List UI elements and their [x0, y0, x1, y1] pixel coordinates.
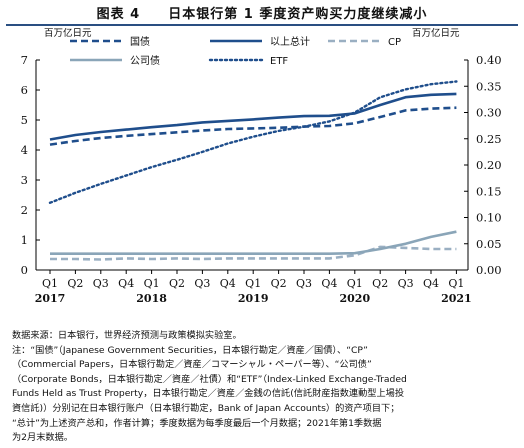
legend-label-ETF: ETF — [270, 56, 288, 67]
x-tick-label: Q4 — [118, 277, 134, 290]
y-left-tick-label: 4 — [21, 143, 28, 157]
y-right-tick-label: 0.10 — [476, 211, 502, 225]
title-rule — [6, 24, 518, 26]
y-left-tick-label: 1 — [21, 233, 28, 247]
y-right-tick-label: 0.20 — [476, 158, 502, 172]
legend-label-CP: CP — [388, 37, 401, 48]
x-tick-label: Q3 — [93, 277, 109, 290]
y-left-tick-label: 2 — [21, 203, 28, 217]
x-year-label: 2019 — [238, 292, 269, 305]
series-line-CP — [50, 245, 457, 261]
y-left-tick-label: 0 — [21, 263, 28, 277]
x-tick-label: Q3 — [194, 277, 210, 290]
y-left-tick-label: 5 — [21, 113, 28, 127]
legend-label-以上总计: 以上总计 — [270, 35, 310, 48]
chart: 0 1 2 3 4 5 6 7 0.00 0.05 0.10 0.15 0.20 0.25 0.30 0.35… — [21, 28, 502, 305]
x-tick-label: Q4 — [423, 277, 439, 290]
x-tick-label: Q2 — [372, 277, 388, 290]
series-line-国债 — [49, 106, 457, 146]
x-tick-label: Q3 — [296, 277, 312, 290]
x-tick-label: Q1 — [448, 277, 464, 290]
x-tick-label: Q1 — [347, 277, 363, 290]
source-notes: 数据来源：日本银行，世界经济预测与政策模拟实验室。 注：“国债”（Japanes… — [12, 330, 407, 444]
right-axis-unit: 百万亿日元 — [412, 28, 460, 39]
x-tick-label: Q2 — [169, 277, 185, 290]
x-tick-label: Q4 — [321, 277, 337, 290]
legend-label-公司债: 公司债 — [130, 54, 160, 67]
x-tick-label: Q1 — [144, 277, 160, 290]
legend-label-国债: 国债 — [130, 35, 150, 48]
x-tick-label: Q2 — [67, 277, 83, 290]
y-left-tick-label: 3 — [21, 173, 28, 187]
y-left-tick-label: 6 — [21, 83, 28, 97]
y-right-tick-label: 0.40 — [476, 53, 502, 67]
tick-labels: 0 1 2 3 4 5 6 7 0.00 0.05 0.10 0.15 0.20 0.25 0.30 0.35… — [21, 53, 502, 305]
x-year-label: 2018 — [136, 292, 167, 305]
chart-title: 图表 4 日本银行第 1 季度资产购买力度继续减小 — [96, 7, 428, 22]
y-right-tick-label: 0.05 — [476, 237, 502, 251]
x-year-label: 2021 — [441, 292, 472, 305]
legend: 国债 以上总计 CP 公司债 ETF — [70, 35, 401, 67]
series-line-ETF — [48, 80, 458, 205]
series-line-以上总计 — [49, 92, 457, 141]
x-tick-label: Q3 — [398, 277, 414, 290]
y-right-tick-label: 0.15 — [476, 184, 502, 198]
x-tick-label: Q2 — [271, 277, 287, 290]
x-year-label: 2017 — [35, 292, 66, 305]
y-right-tick-label: 0.30 — [476, 106, 502, 120]
left-axis-unit: 百万亿日元 — [44, 28, 92, 39]
x-tick-label: Q1 — [42, 277, 58, 290]
y-right-tick-label: 0.00 — [476, 263, 502, 277]
y-right-tick-label: 0.25 — [476, 132, 502, 146]
y-right-tick-label: 0.35 — [476, 79, 502, 93]
series-lines — [48, 80, 458, 261]
y-left-tick-label: 7 — [21, 53, 28, 67]
x-tick-label: Q4 — [220, 277, 236, 290]
series-line-公司债 — [50, 230, 457, 255]
x-year-label: 2020 — [339, 292, 370, 305]
x-tick-label: Q1 — [245, 277, 261, 290]
axes — [35, 59, 469, 274]
